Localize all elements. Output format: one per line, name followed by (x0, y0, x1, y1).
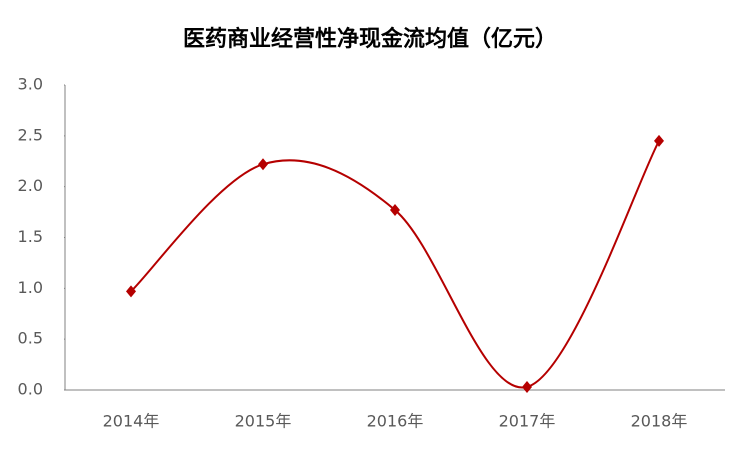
x-tick-label: 2018年 (631, 412, 688, 431)
y-tick-label: 2.5 (18, 125, 43, 144)
x-tick-label: 2016年 (367, 412, 424, 431)
marker (126, 285, 136, 298)
y-tick-label: 3.0 (18, 75, 43, 94)
y-tick-label: 0.5 (18, 329, 43, 348)
x-tick-label: 2014年 (103, 412, 160, 431)
marker (390, 204, 400, 217)
x-tick-label: 2015年 (235, 412, 292, 431)
line (130, 140, 660, 389)
y-tick-label: 1.5 (18, 227, 43, 246)
y-tick-label: 1.0 (18, 278, 43, 297)
marker (522, 380, 532, 393)
y-tick-label: 0.0 (18, 380, 43, 399)
chart-title: 医药商业经营性净现金流均值（亿元） (183, 26, 557, 52)
x-tick-label: 2017年 (499, 412, 556, 431)
marker (258, 158, 268, 171)
marker (654, 134, 664, 147)
y-tick-label: 2.0 (18, 176, 43, 195)
